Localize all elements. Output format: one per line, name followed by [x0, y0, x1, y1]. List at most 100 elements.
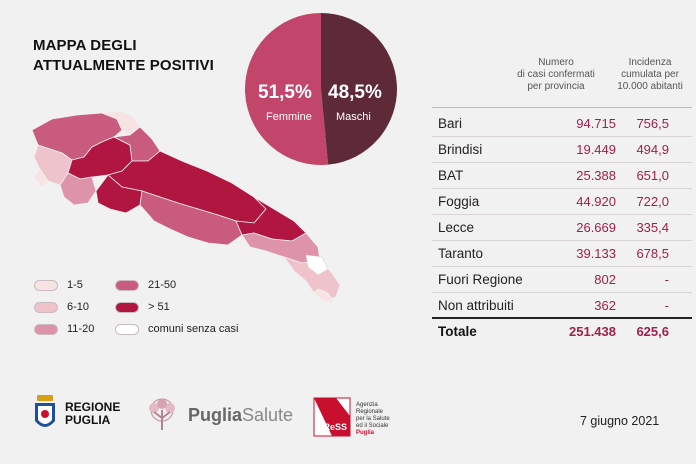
legend-swatch: [34, 301, 58, 313]
aress-line: Regionale: [356, 409, 384, 415]
cases-value: 26.669: [576, 220, 616, 235]
header-cases: Numero di casi confermati per provincia: [508, 57, 604, 93]
pie-slice-female: [245, 13, 329, 165]
regione-puglia-text: REGIONE PUGLIA: [65, 401, 120, 427]
map-region-lecce-tip: [313, 288, 335, 304]
puglia-map: [31, 110, 341, 304]
province-name: Taranto: [438, 246, 484, 261]
report-date: 7 giugno 2021: [580, 414, 660, 428]
table-row: Lecce 26.669 335,4: [432, 215, 692, 241]
legend-swatch: [34, 279, 58, 291]
gender-pie-chart: 51,5% Femmine 48,5% Maschi: [244, 12, 398, 166]
puglia-salute-bold: Puglia: [188, 404, 243, 425]
aress-description: Agenzia Regionale per la Salute ed il So…: [356, 402, 390, 437]
table-row: Brindisi 19.449 494,9: [432, 137, 692, 163]
incidence-value: -: [664, 298, 669, 313]
province-name: Fuori Regione: [438, 272, 523, 287]
map-region-foggia-south: [59, 172, 97, 206]
map-legend: 1-5 6-10 11-20 21-50 > 51 comuni senza c…: [34, 279, 274, 339]
legend-swatch: [115, 301, 139, 313]
table-row: Bari 94.715 756,5: [432, 111, 692, 137]
incidence-value: 722,0: [636, 194, 669, 209]
table-row: Fuori Regione 802 -: [432, 267, 692, 293]
puglia-salute-light: Salute: [242, 404, 294, 425]
province-name: BAT: [438, 168, 464, 183]
aress-mark-icon: AReSS: [313, 397, 351, 437]
regione-puglia-logo: REGIONE PUGLIA: [33, 395, 120, 433]
incidence-value: 651,0: [636, 168, 669, 183]
incidence-value: 678,5: [636, 246, 669, 261]
male-label: Maschi: [336, 111, 371, 123]
title-line-1: MAPPA DEGLI: [33, 37, 137, 54]
province-name: Lecce: [438, 220, 475, 235]
page-title: MAPPA DEGLI ATTUALMENTE POSITIVI: [33, 36, 214, 76]
table-row: Non attribuiti 362 -: [432, 293, 692, 319]
legend-swatch: [34, 323, 58, 335]
legend-label: 1-5: [67, 279, 83, 291]
female-percent: 51,5%: [258, 82, 312, 103]
legend-item-21-50: 21-50: [115, 279, 176, 291]
header-divider: [432, 107, 692, 108]
legend-item-gt-51: > 51: [115, 301, 170, 313]
header-incidence-line: cumulata per: [621, 69, 679, 80]
incidence-value: 494,9: [636, 142, 669, 157]
legend-label: comuni senza casi: [148, 323, 239, 335]
cases-value: 44.920: [576, 194, 616, 209]
header-incidence-line: 10.000 abitanti: [617, 81, 683, 92]
table-row: BAT 25.388 651,0: [432, 163, 692, 189]
cases-value: 362: [594, 298, 616, 313]
table-row: Taranto 39.133 678,5: [432, 241, 692, 267]
aress-line: per la Salute: [356, 416, 390, 422]
total-cases: 251.438: [569, 324, 616, 339]
incidence-value: 335,4: [636, 220, 669, 235]
province-name: Brindisi: [438, 142, 483, 157]
male-percent: 48,5%: [328, 82, 382, 103]
legend-swatch: [115, 279, 139, 291]
table-row-total: Totale 251.438 625,6: [432, 317, 692, 345]
cases-value: 802: [594, 272, 616, 287]
legend-label: 6-10: [67, 301, 90, 313]
incidence-value: 756,5: [636, 116, 669, 131]
legend-item-no-cases: comuni senza casi: [115, 323, 239, 335]
aress-line: ed il Sociale: [356, 423, 389, 429]
header-cases-line: di casi confermati: [517, 69, 595, 80]
header-incidence: Incidenza cumulata per 10.000 abitanti: [610, 57, 690, 93]
aress-line-puglia: Puglia: [356, 430, 375, 436]
province-name: Bari: [438, 116, 463, 131]
header-cases-line: per provincia: [527, 81, 585, 92]
cases-value: 39.133: [576, 246, 616, 261]
incidence-value: -: [664, 272, 669, 287]
aress-line: Agenzia: [356, 402, 378, 408]
aress-mark-text: AReSS: [317, 422, 347, 432]
tree-icon: [149, 398, 175, 430]
female-label: Femmine: [266, 111, 312, 123]
total-label: Totale: [438, 324, 477, 339]
map-region-taranto: [139, 190, 243, 246]
total-incidence: 625,6: [636, 324, 669, 339]
pie-slice-male: [321, 13, 398, 165]
header-cases-line: Numero: [538, 57, 574, 68]
cases-value: 94.715: [576, 116, 616, 131]
legend-item-6-10: 6-10: [34, 301, 89, 313]
province-name: Foggia: [438, 194, 480, 209]
legend-label: > 51: [148, 301, 170, 313]
title-line-2: ATTUALMENTE POSITIVI: [33, 57, 214, 74]
map-region-lecce-north: [241, 232, 321, 264]
gender-pie-svg: [245, 13, 398, 165]
puglia-salute-logo: PugliaSalute: [142, 398, 293, 432]
header-incidence-line: Incidenza: [628, 57, 672, 68]
legend-item-11-20: 11-20: [34, 323, 94, 335]
regione-line: PUGLIA: [65, 413, 111, 427]
aress-logo: AReSS Agenzia Regionale per la Salute ed…: [312, 396, 390, 438]
legend-swatch: [115, 323, 139, 335]
regione-line: REGIONE: [65, 400, 121, 414]
cases-value: 25.388: [576, 168, 616, 183]
legend-label: 11-20: [67, 323, 95, 335]
regione-puglia-crest-icon: [35, 395, 55, 427]
puglia-salute-wordmark: PugliaSalute: [188, 405, 293, 426]
table-row: Foggia 44.920 722,0: [432, 189, 692, 215]
map-region-foggia-pale: [33, 168, 49, 188]
legend-item-1-5: 1-5: [34, 279, 83, 291]
map-region-lecce-pale: [305, 254, 329, 276]
province-name: Non attribuiti: [438, 298, 514, 313]
